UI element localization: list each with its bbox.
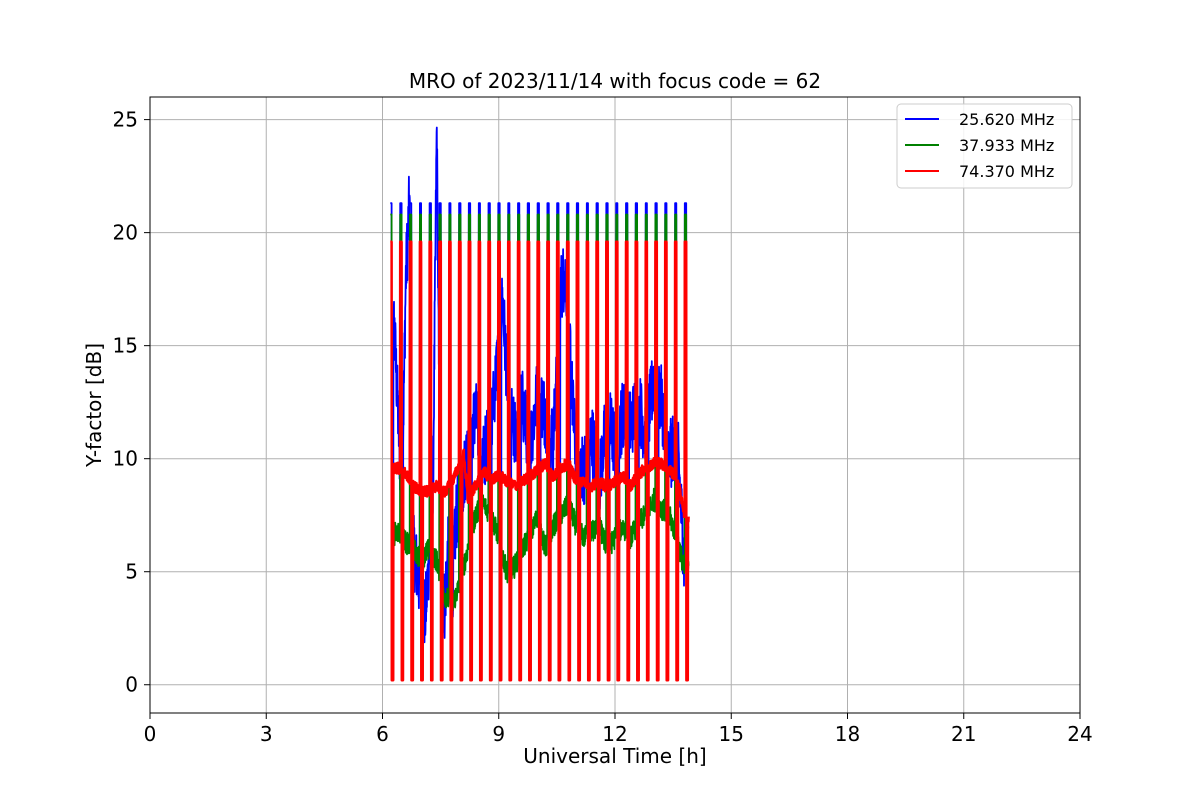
x-tick-label: 0 (144, 722, 157, 746)
legend-label: 37.933 MHz (959, 136, 1054, 155)
legend-box (896, 103, 1073, 189)
y-tick-label: 15 (113, 334, 138, 358)
y-tick-label: 20 (113, 221, 138, 245)
axis-ticks: 0 3 6 9 12 15 18 21 24 0 5 10 15 20 25 (113, 108, 1093, 746)
legend-label: 74.370 MHz (959, 162, 1054, 181)
x-tick-label: 12 (602, 722, 627, 746)
y-tick-label: 0 (125, 673, 138, 697)
x-tick-label: 18 (835, 722, 860, 746)
x-axis-label: Universal Time [h] (523, 744, 706, 768)
x-tick-label: 24 (1067, 722, 1092, 746)
y-tick-label: 25 (113, 108, 138, 132)
y-tick-label: 5 (125, 560, 138, 584)
x-tick-label: 15 (719, 722, 744, 746)
series-layer (389, 126, 690, 682)
chart-title: MRO of 2023/11/14 with focus code = 62 (409, 69, 821, 93)
legend: 25.620 MHz 37.933 MHz 74.370 MHz (896, 103, 1073, 189)
y-axis-label: Y-factor [dB] (82, 343, 106, 468)
x-tick-label: 3 (260, 722, 273, 746)
series-line-74-370-mhz (389, 240, 690, 682)
x-tick-label: 21 (951, 722, 976, 746)
x-tick-label: 9 (492, 722, 505, 746)
x-tick-label: 6 (376, 722, 389, 746)
legend-label: 25.620 MHz (959, 110, 1054, 129)
y-tick-label: 10 (113, 447, 138, 471)
